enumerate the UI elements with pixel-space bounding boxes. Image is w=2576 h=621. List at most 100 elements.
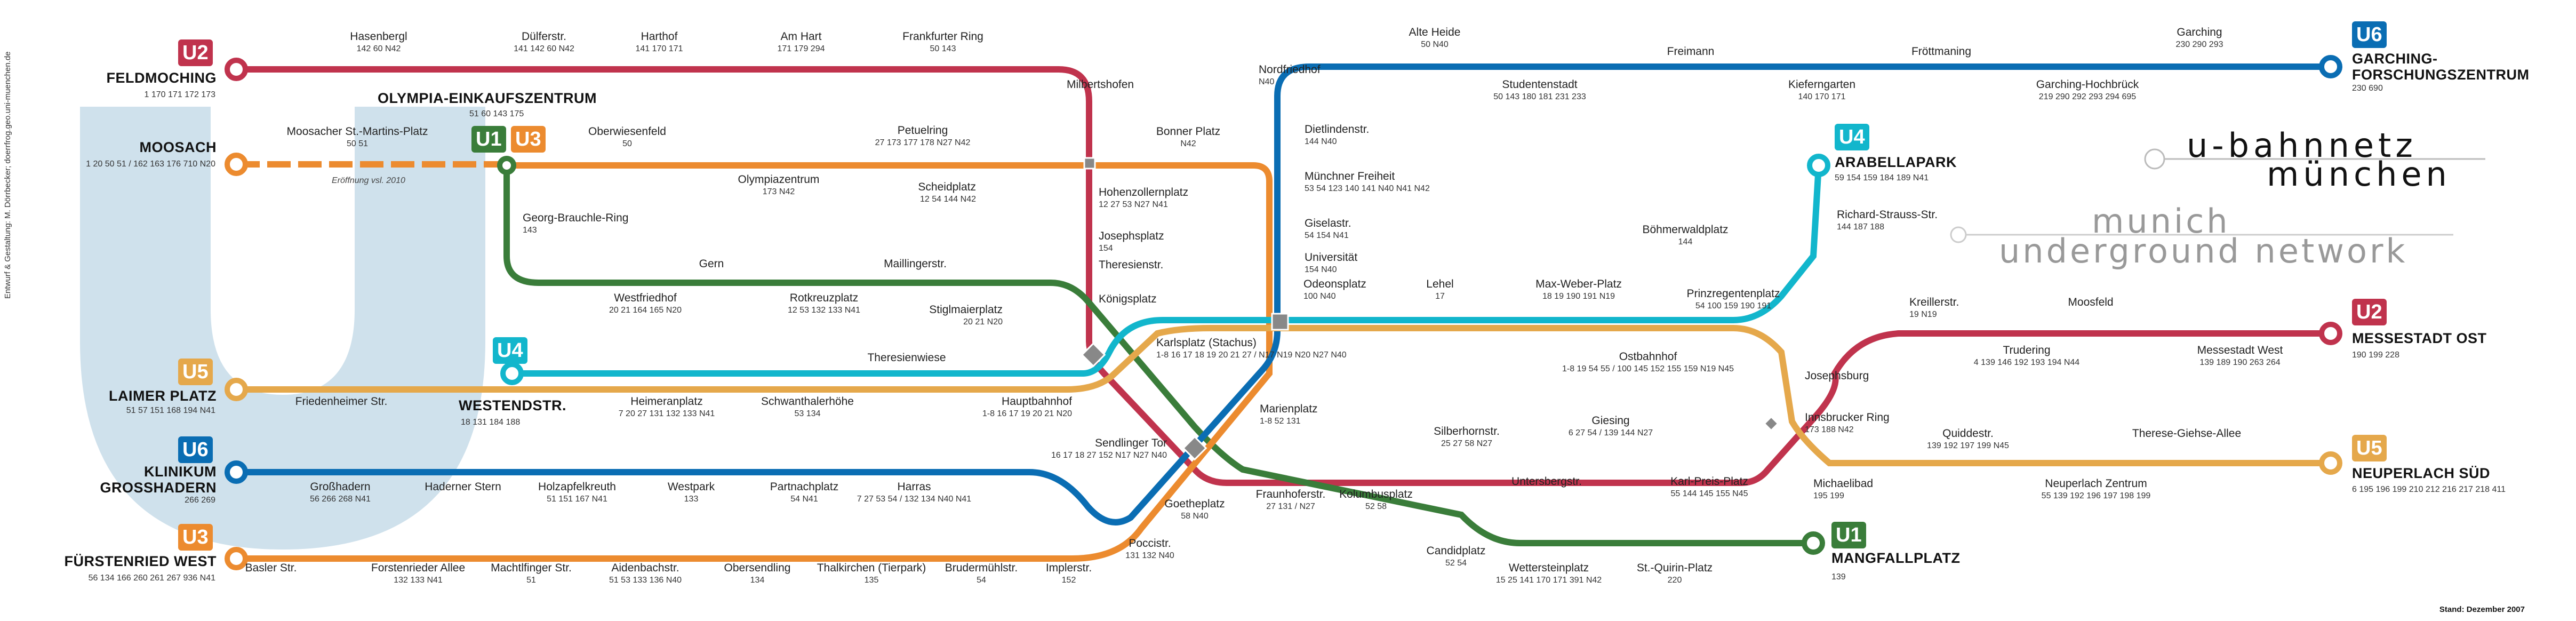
station-label[interactable]: Dietlindenstr. (1305, 123, 1370, 136)
station-label[interactable]: Quiddestr. (1942, 427, 1994, 440)
station-label[interactable]: Therese-Giehse-Allee (2132, 427, 2242, 440)
station-label[interactable]: Großhadern (310, 481, 371, 493)
station-label[interactable]: Nordfriedhof (1259, 63, 1321, 76)
line-u3[interactable] (236, 162, 1273, 562)
station-label[interactable]: Odeonsplatz (1303, 278, 1366, 290)
station-label[interactable]: Harras (897, 481, 931, 493)
station-label[interactable]: Aidenbachstr. (611, 562, 679, 574)
station-label[interactable]: Hohenzollernplatz (1099, 186, 1189, 198)
terminal-feldmoching[interactable]: FELDMOCHING (106, 70, 217, 86)
station-label[interactable]: Prinzregentenplatz (1686, 288, 1780, 300)
station-label[interactable]: Forstenrieder Allee (371, 562, 466, 574)
terminal-messestadt[interactable]: MESSESTADT OST (2352, 330, 2487, 346)
station-label[interactable]: Georg-Brauchle-Ring (523, 212, 629, 224)
station-label[interactable]: Wettersteinplatz (1508, 562, 1589, 574)
station-label[interactable]: Münchner Freiheit (1305, 170, 1395, 182)
station-label[interactable]: Poccistr. (1129, 537, 1171, 550)
line-u5[interactable] (236, 325, 2331, 466)
station-label[interactable]: Olympiazentrum (738, 173, 820, 186)
station-label[interactable]: Karlsplatz (Stachus) (1156, 337, 1257, 349)
station-label[interactable]: Obersendling (724, 562, 791, 574)
terminal-arabellapark[interactable]: ARABELLAPARK (1835, 154, 1957, 170)
station-label[interactable]: Fröttmaning (1911, 45, 1972, 58)
station-label[interactable]: Königsplatz (1099, 293, 1157, 305)
station-label[interactable]: Stiglmaierplatz (929, 304, 1003, 316)
station-label[interactable]: Harthof (641, 30, 678, 43)
line-u6[interactable] (236, 63, 2331, 526)
station-label[interactable]: St.-Quirin-Platz (1636, 562, 1713, 574)
station-label[interactable]: Brudermühlstr. (945, 562, 1018, 574)
station-label[interactable]: Untersbergstr. (1511, 475, 1582, 488)
station-label[interactable]: Trudering (2003, 344, 2051, 356)
station-label[interactable]: Marienplatz (1260, 403, 1318, 415)
terminal-fuerstenried[interactable]: FÜRSTENRIED WEST (64, 553, 217, 569)
station-label[interactable]: Rotkreuzplatz (789, 292, 859, 304)
station-label[interactable]: Kolumbusplatz (1339, 488, 1413, 500)
station-label[interactable]: Theresienstr. (1099, 259, 1164, 271)
station-label[interactable]: Am Hart (780, 30, 822, 43)
station-label[interactable]: Basler Str. (245, 562, 297, 574)
station-label[interactable]: Bonner Platz (1156, 125, 1221, 138)
station-label[interactable]: Ostbahnhof (1619, 351, 1677, 363)
station-label[interactable]: Josephsplatz (1099, 230, 1164, 242)
station-label[interactable]: Studentenstadt (1502, 78, 1578, 91)
station-label[interactable]: Westfriedhof (614, 292, 677, 304)
station-label[interactable]: Josephsburg (1805, 370, 1869, 382)
station-label[interactable]: Hauptbahnhof (1002, 395, 1072, 408)
terminal-klinikum[interactable]: KLINIKUM GROSSHADERN (100, 464, 217, 496)
station-label[interactable]: Westpark (667, 481, 715, 493)
station-label[interactable]: Richard-Strauss-Str. (1837, 209, 1938, 221)
terminal-garching[interactable]: GARCHING- FORSCHUNGSZENTRUM (2352, 51, 2530, 83)
station-label[interactable]: Alte Heide (1409, 26, 1461, 38)
station-label[interactable]: Milbertshofen (1067, 78, 1134, 91)
station-label[interactable]: Holzapfelkreuth (538, 481, 616, 493)
station-label[interactable]: Dülferstr. (521, 30, 567, 43)
station-label[interactable]: Karl-Preis-Platz (1670, 475, 1748, 488)
station-label[interactable]: Silberhornstr. (1434, 425, 1500, 437)
line-u1[interactable] (503, 165, 1813, 546)
station-label[interactable]: Frankfurter Ring (902, 30, 983, 43)
station-label[interactable]: Heimeranplatz (630, 395, 703, 408)
station-label[interactable]: Machtlfinger Str. (491, 562, 572, 574)
station-label[interactable]: Fraunhoferstr. (1255, 488, 1326, 500)
line-u4[interactable] (512, 165, 1822, 377)
station-label[interactable]: Scheidplatz (918, 181, 976, 193)
station-label[interactable]: Partnachplatz (770, 481, 839, 493)
station-label[interactable]: Gern (699, 258, 724, 270)
terminal-moosach[interactable]: MOOSACH (139, 139, 217, 155)
station-label[interactable]: Theresienwiese (867, 352, 946, 364)
line-u2[interactable] (236, 66, 2331, 486)
station-label[interactable]: Maillingerstr. (884, 258, 947, 270)
terminal-mangfallplatz[interactable]: MANGFALLPLATZ (1831, 550, 1961, 566)
station-label[interactable]: Petuelring (897, 124, 948, 137)
station-label[interactable]: Haderner Stern (425, 481, 501, 493)
terminal-westendstr[interactable]: WESTENDSTR. (459, 397, 567, 413)
station-label[interactable]: Michaelibad (1813, 477, 1874, 490)
station-label[interactable]: Friedenheimer Str. (295, 395, 388, 408)
station-label[interactable]: Lehel (1426, 278, 1454, 290)
station-label[interactable]: Moosacher St.-Martins-Platz (286, 125, 428, 138)
station-label[interactable]: Freimann (1667, 45, 1715, 58)
station-label[interactable]: Oberwiesenfeld (588, 125, 666, 138)
station-label[interactable]: Innsbrucker Ring (1805, 411, 1890, 424)
terminal-neuperlach-sued[interactable]: NEUPERLACH SÜD (2352, 465, 2491, 481)
station-label[interactable]: Moosfeld (2068, 296, 2114, 308)
terminal-laimer-platz[interactable]: LAIMER PLATZ (109, 388, 217, 404)
terminal-oez[interactable]: OLYMPIA-EINKAUFSZENTRUM (378, 90, 597, 106)
station-label[interactable]: Garching-Hochbrück (2036, 78, 2139, 91)
station-label[interactable]: Thalkirchen (Tierpark) (817, 562, 926, 574)
station-label[interactable]: Neuperlach Zentrum (2045, 477, 2147, 490)
station-label[interactable]: Kreillerstr. (1909, 296, 1959, 308)
station-label[interactable]: Giselastr. (1305, 217, 1351, 229)
station-label[interactable]: Böhmerwaldplatz (1642, 224, 1729, 236)
station-label[interactable]: Max-Weber-Platz (1535, 278, 1622, 290)
station-label[interactable]: Universität (1305, 251, 1358, 264)
station-label[interactable]: Implerstr. (1045, 562, 1092, 574)
station-label[interactable]: Candidplatz (1426, 545, 1486, 557)
station-label[interactable]: Schwanthalerhöhe (761, 395, 854, 408)
station-label[interactable]: Garching (2177, 26, 2222, 38)
station-label[interactable]: Sendlinger Tor (1094, 437, 1167, 449)
station-label[interactable]: Goetheplatz (1164, 498, 1225, 510)
station-label[interactable]: Hasenbergl (350, 30, 407, 43)
station-label[interactable]: Messestadt West (2197, 344, 2283, 356)
